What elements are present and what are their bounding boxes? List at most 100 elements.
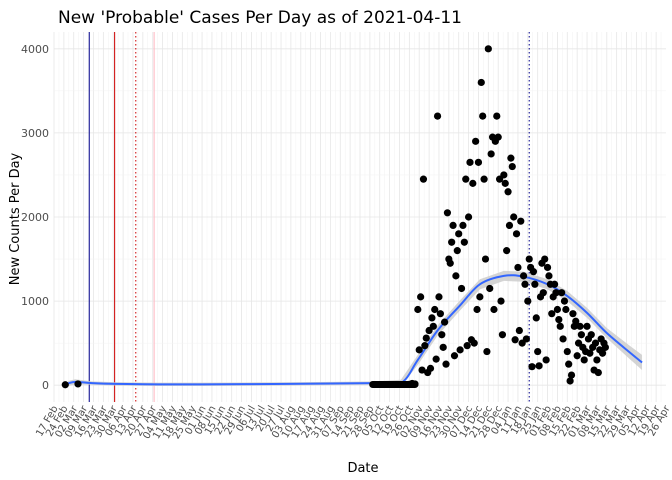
data-point: [504, 188, 512, 196]
grid: [53, 32, 666, 402]
y-tick-label: 1000: [21, 295, 49, 308]
data-point: [464, 213, 473, 221]
data-point: [524, 297, 532, 305]
data-point: [528, 363, 536, 371]
data-point: [501, 179, 509, 187]
data-point: [519, 272, 528, 280]
data-point: [498, 331, 507, 339]
x-axis-title: Date: [347, 461, 378, 476]
data-point: [591, 339, 600, 347]
data-point: [545, 272, 553, 280]
data-point: [517, 217, 525, 225]
data-point: [480, 175, 488, 183]
data-point: [558, 289, 566, 297]
data-point: [577, 331, 585, 339]
data-point: [552, 289, 560, 297]
data-point: [550, 280, 559, 288]
data-point: [569, 310, 577, 318]
chart-title: New 'Probable' Cases Per Day as of 2021-…: [58, 8, 462, 28]
y-axis-ticks: 0 1000 2000 3000 4000: [21, 43, 49, 392]
data-point: [438, 331, 446, 339]
data-point: [525, 255, 533, 263]
data-point: [505, 221, 514, 230]
data-point: [565, 360, 573, 368]
data-point: [439, 343, 447, 351]
data-point: [436, 310, 444, 318]
data-point: [580, 356, 588, 364]
data-point: [426, 364, 435, 372]
data-point: [470, 339, 478, 347]
data-point: [472, 137, 480, 145]
data-point: [510, 213, 518, 221]
data-point: [567, 371, 576, 379]
smooth-trend: [67, 270, 643, 387]
data-point: [453, 247, 461, 255]
data-point: [452, 272, 460, 280]
data-point: [449, 221, 457, 230]
data-point: [543, 263, 552, 272]
data-point: [419, 175, 428, 183]
data-point: [460, 238, 468, 246]
data-point: [459, 221, 467, 230]
data-point: [503, 247, 511, 255]
data-point: [511, 336, 519, 344]
data-point: [422, 334, 430, 342]
data-point: [481, 255, 490, 263]
y-tick-label: 3000: [21, 127, 49, 140]
data-point: [74, 380, 82, 388]
smooth-line: [67, 274, 643, 386]
data-point: [507, 154, 515, 162]
data-point: [462, 175, 470, 183]
data-points: [61, 45, 609, 389]
data-point: [456, 346, 464, 354]
data-point: [560, 297, 569, 305]
data-point: [583, 322, 591, 330]
data-point: [473, 305, 481, 314]
y-axis-title: New Counts Per Day: [8, 152, 23, 285]
data-point: [469, 179, 477, 187]
data-point: [500, 171, 508, 179]
data-point: [490, 305, 498, 314]
data-point: [598, 349, 607, 357]
data-point: [587, 331, 595, 339]
data-point: [531, 280, 539, 288]
data-point: [532, 314, 540, 322]
data-point: [497, 297, 505, 305]
data-point: [494, 133, 502, 141]
data-point: [566, 377, 574, 385]
data-point: [479, 112, 487, 120]
data-point: [421, 342, 429, 350]
data-point: [522, 335, 530, 343]
y-tick-label: 0: [42, 379, 49, 392]
data-point: [556, 322, 564, 330]
data-point: [411, 380, 419, 388]
data-point: [563, 347, 571, 356]
data-point: [487, 150, 495, 158]
data-point: [414, 305, 422, 314]
y-tick-label: 4000: [21, 43, 49, 56]
data-point: [541, 255, 549, 263]
data-point: [539, 289, 547, 297]
data-point: [446, 259, 454, 267]
data-point: [548, 310, 556, 318]
data-point: [417, 293, 425, 301]
data-point: [486, 284, 494, 293]
data-point: [514, 263, 522, 272]
data-point: [476, 293, 484, 301]
data-point: [576, 322, 584, 330]
data-point: [463, 342, 471, 350]
data-point: [493, 112, 501, 120]
data-point: [432, 355, 440, 363]
data-point: [484, 45, 492, 53]
data-point: [466, 158, 474, 166]
data-point: [442, 360, 450, 368]
data-point: [555, 315, 563, 324]
data-point: [429, 322, 437, 330]
data-point: [455, 230, 463, 238]
data-point: [521, 280, 529, 288]
data-point: [61, 381, 69, 389]
data-point: [534, 347, 542, 356]
data-point: [441, 318, 449, 326]
data-point: [601, 343, 609, 351]
data-point: [418, 366, 426, 374]
